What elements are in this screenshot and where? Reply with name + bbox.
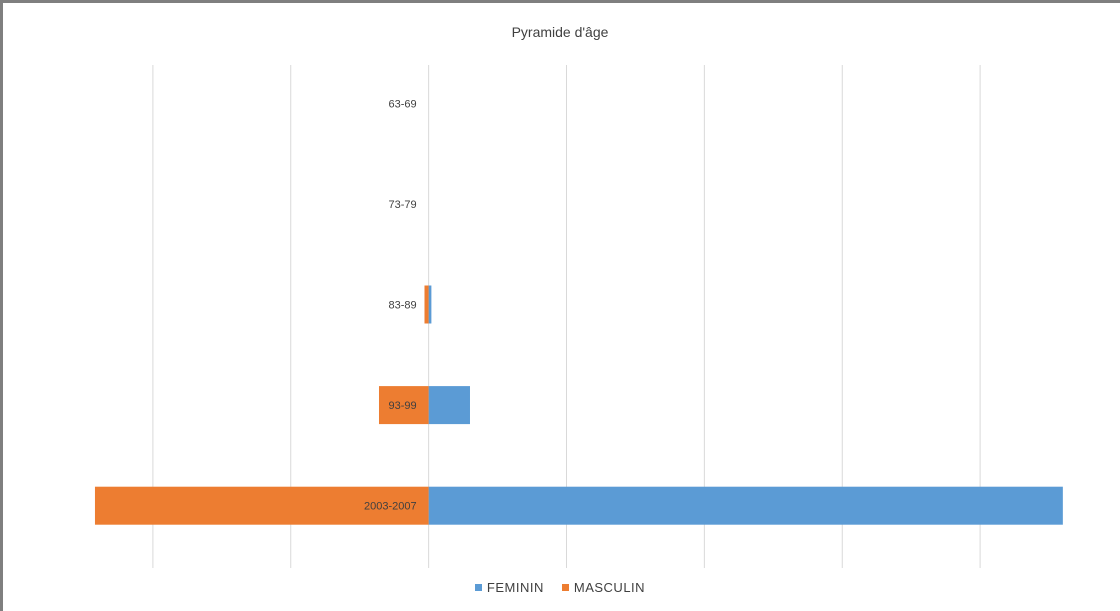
legend-label-masculin: MASCULIN xyxy=(573,580,646,595)
category-label-73-79: 73-79 xyxy=(388,199,416,211)
chart-title: Pyramide d'âge xyxy=(511,24,609,40)
bar-feminin-2003-2007 xyxy=(428,486,1063,525)
bar-masculin-93-99 xyxy=(378,386,429,425)
category-label-93-99: 93-99 xyxy=(388,400,416,412)
legend-swatch-feminin xyxy=(474,584,482,591)
category-label-63-69: 63-69 xyxy=(388,98,416,110)
legend-swatch-masculin xyxy=(561,584,569,591)
bar-feminin-93-99 xyxy=(428,386,470,425)
bar-feminin-83-89 xyxy=(428,285,432,324)
bar-masculin-83-89 xyxy=(424,285,429,324)
legend-label-feminin: FEMININ xyxy=(486,580,544,595)
category-label-2003-2007: 2003-2007 xyxy=(364,501,417,513)
bar-masculin-2003-2007 xyxy=(94,486,429,525)
legend: FEMININ MASCULIN xyxy=(0,580,1120,595)
category-label-83-89: 83-89 xyxy=(388,300,416,312)
legend-item-masculin: MASCULIN xyxy=(561,580,646,595)
legend-item-feminin: FEMININ xyxy=(474,580,544,595)
